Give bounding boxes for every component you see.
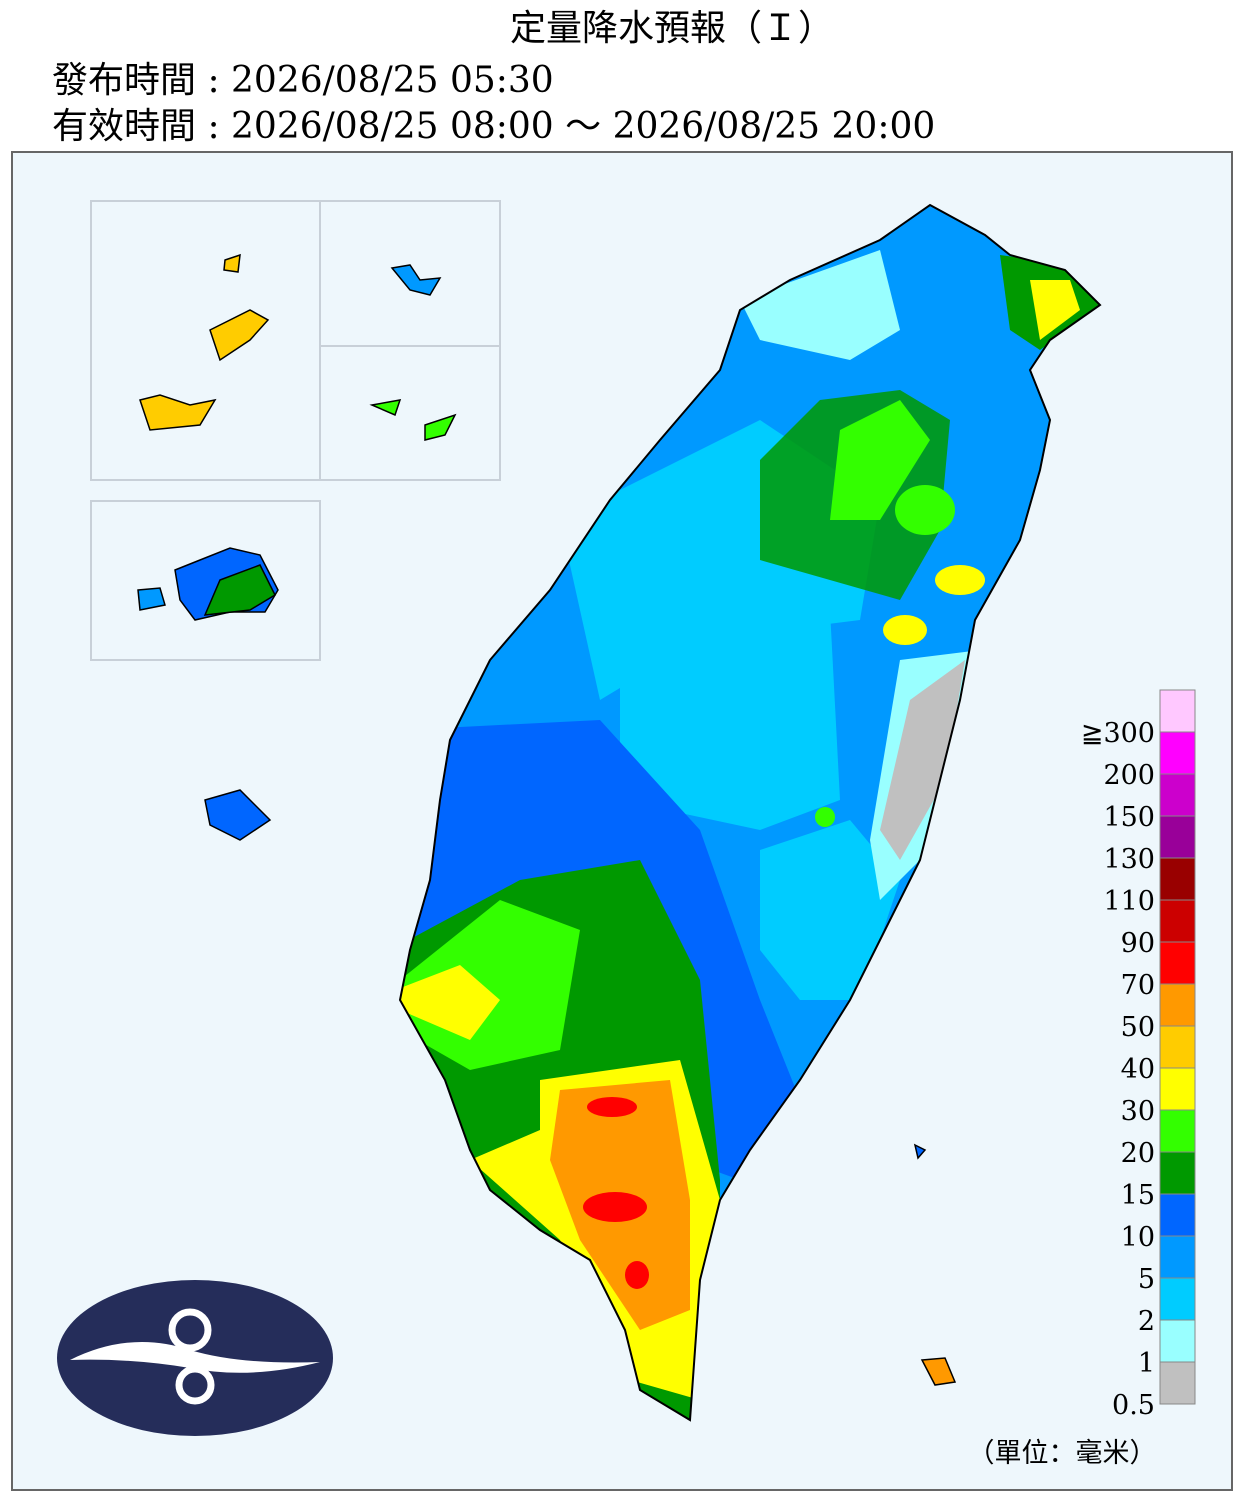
cwa-logo [57, 1280, 333, 1436]
legend-swatch [1159, 899, 1196, 943]
legend-label: 90 [1121, 928, 1155, 959]
legend-swatch [1159, 689, 1196, 733]
legend-label: 1 [1138, 1348, 1155, 1379]
legend-swatch [1159, 1109, 1196, 1153]
legend-swatch [1159, 1277, 1196, 1321]
legend-label: 200 [1103, 760, 1155, 791]
legend-swatch [1159, 1235, 1196, 1279]
legend-label: 40 [1121, 1054, 1155, 1085]
legend-swatch [1159, 941, 1196, 985]
legend-label: 15 [1121, 1180, 1155, 1211]
legend-label: ≧300 [1081, 718, 1155, 749]
legend-swatch [1159, 1193, 1196, 1237]
legend-label: 20 [1121, 1138, 1155, 1169]
legend-swatch [1159, 983, 1196, 1027]
legend-label: 150 [1103, 802, 1155, 833]
legend-swatch [1159, 731, 1196, 775]
legend-swatch [1159, 773, 1196, 817]
legend-swatch [1159, 1067, 1196, 1111]
legend-label: 130 [1103, 844, 1155, 875]
legend: ≧300 200 150 130 110 90 70 50 40 30 20 15 10 5 2 1 0.5 [1081, 689, 1196, 1421]
legend-swatch [1159, 1025, 1196, 1069]
issued-time: 發布時間 : 2026/08/25 05:30 [52, 60, 554, 101]
taiwan-outline [398, 203, 1102, 1422]
legend-label: 2 [1138, 1306, 1155, 1337]
legend-label: 110 [1103, 886, 1155, 917]
legend-label: 0.5 [1112, 1390, 1155, 1421]
legend-label: 30 [1121, 1096, 1155, 1127]
legend-swatch [1159, 1319, 1196, 1363]
unit-label: （單位：毫米） [968, 1438, 1157, 1469]
legend-label: 5 [1138, 1264, 1155, 1295]
legend-swatch [1159, 1151, 1196, 1195]
inset-frames [90, 200, 501, 661]
legend-swatch [1159, 815, 1196, 859]
inset-islands [137, 253, 957, 1386]
legend-label: 10 [1121, 1222, 1155, 1253]
legend-swatch [1159, 1361, 1196, 1405]
legend-label: 70 [1121, 970, 1155, 1001]
valid-time: 有效時間 : 2026/08/25 08:00 ～ 2026/08/25 20:… [52, 106, 935, 147]
legend-swatch [1159, 857, 1196, 901]
title: 定量降水預報（Ｉ） [510, 8, 834, 49]
legend-label: 50 [1121, 1012, 1155, 1043]
